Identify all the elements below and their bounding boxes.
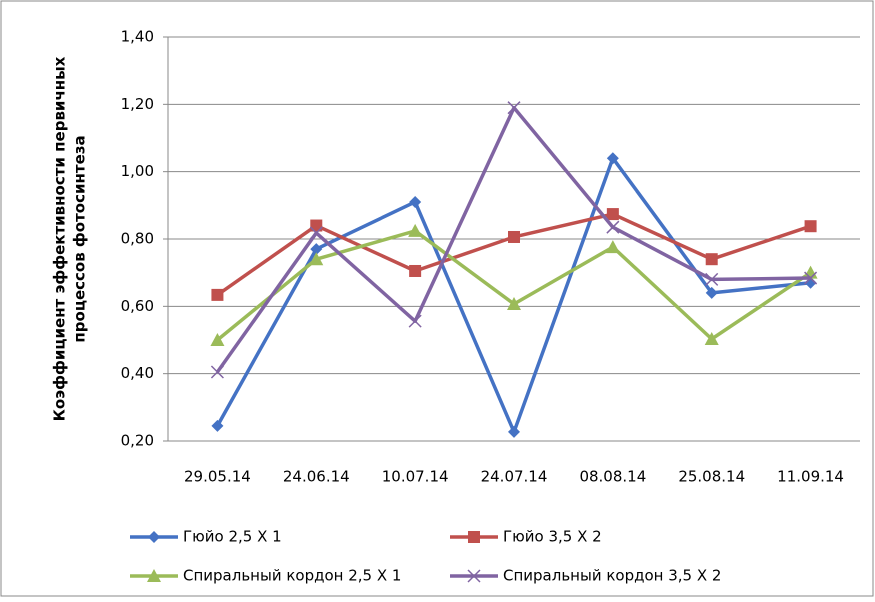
- x-tick-label: 11.09.14: [777, 468, 844, 486]
- y-tick-label: 0,40: [121, 364, 154, 382]
- data-point: [606, 152, 619, 165]
- data-point: [507, 296, 521, 310]
- data-point: [705, 286, 718, 299]
- y-tick-label: 0,20: [121, 432, 154, 450]
- data-point: [409, 264, 422, 277]
- y-axis-label: процессов фотосинтеза: [71, 135, 89, 342]
- y-tick-label: 0,60: [121, 297, 154, 315]
- legend-label: Гюйо 2,5 X 1: [183, 528, 282, 546]
- data-point: [605, 240, 620, 254]
- data-point: [508, 230, 520, 243]
- data-point: [804, 220, 817, 233]
- x-tick-label: 10.07.14: [382, 468, 449, 486]
- y-axis-label: Коэффициент эффективности первичных: [51, 56, 69, 421]
- data-point: [210, 365, 224, 379]
- data-point: [704, 331, 719, 345]
- data-point: [408, 314, 422, 328]
- data-point: [705, 253, 718, 266]
- data-point: [606, 208, 619, 221]
- data-point: [606, 220, 620, 234]
- data-point: [310, 219, 323, 232]
- data-point: [310, 243, 323, 256]
- x-tick-label: 25.08.14: [678, 468, 745, 486]
- y-tick-label: 1,40: [121, 28, 154, 46]
- data-point: [211, 288, 224, 301]
- legend-label: Спиральный кордон 3,5 X 2: [503, 567, 721, 585]
- data-point: [409, 195, 422, 208]
- data-point: [508, 425, 520, 438]
- x-tick-label: 29.05.14: [184, 468, 251, 486]
- y-tick-label: 1,20: [121, 95, 154, 113]
- legend-label: Гюйо 3,5 X 2: [503, 528, 602, 546]
- y-tick-label: 0,80: [121, 230, 154, 248]
- data-point: [309, 226, 323, 240]
- data-point: [408, 223, 423, 237]
- legend-marker: [148, 531, 160, 543]
- data-point: [705, 272, 719, 286]
- x-tick-label: 24.06.14: [283, 468, 350, 486]
- legend-marker: [147, 569, 161, 582]
- data-point: [210, 333, 225, 346]
- data-point: [804, 271, 818, 285]
- legend-label: Спиральный кордон 2,5 X 1: [183, 567, 401, 585]
- data-point: [309, 252, 324, 266]
- data-point: [211, 419, 224, 432]
- legend-marker: [467, 569, 481, 583]
- data-point: [507, 101, 521, 115]
- legend-marker: [468, 531, 480, 543]
- y-tick-label: 1,00: [121, 162, 154, 180]
- x-tick-label: 08.08.14: [579, 468, 646, 486]
- x-tick-label: 24.07.14: [481, 468, 548, 486]
